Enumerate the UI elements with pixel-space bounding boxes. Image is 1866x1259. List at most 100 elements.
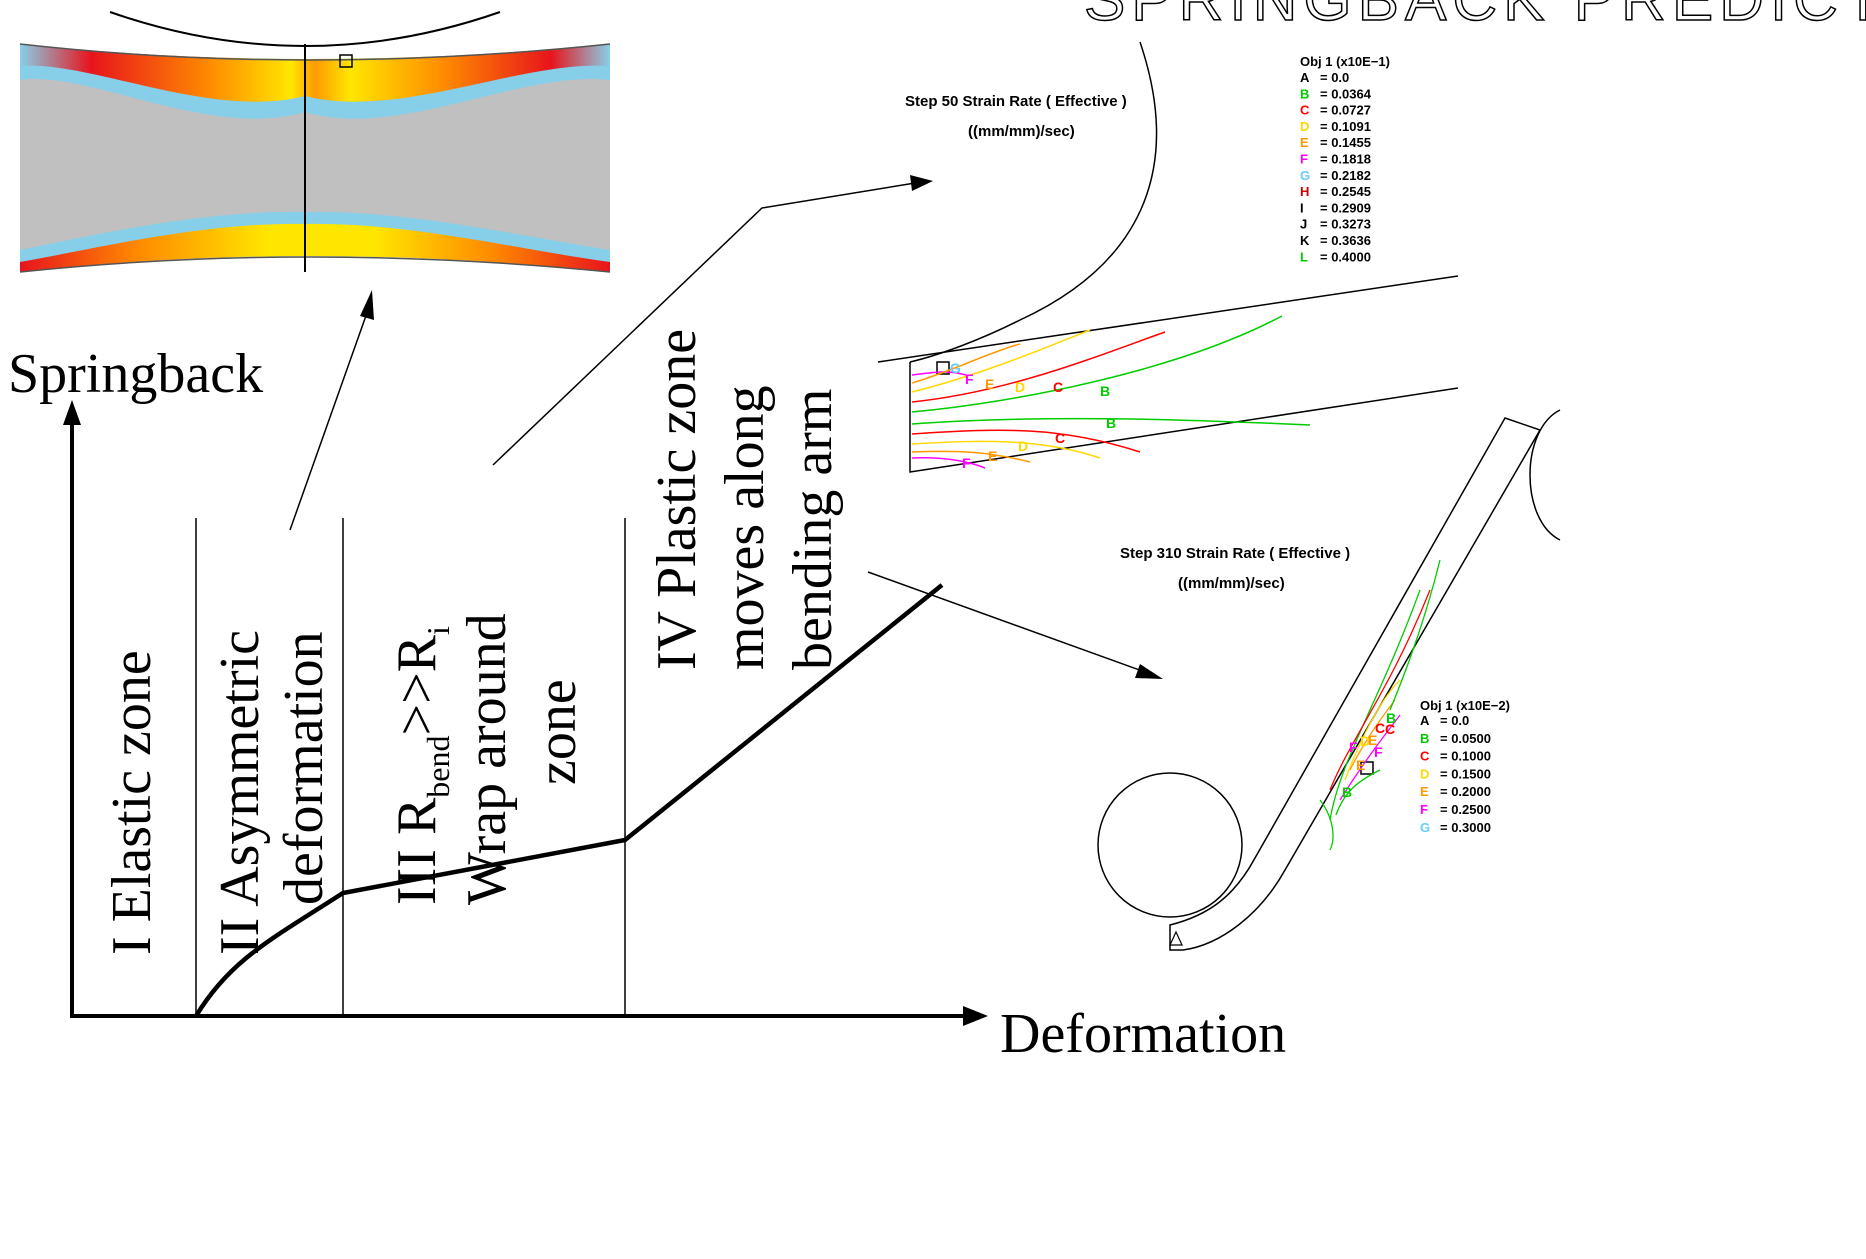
svg-text:bending arm: bending arm bbox=[782, 389, 844, 670]
contour-label: D bbox=[1360, 733, 1370, 749]
contour-line bbox=[911, 457, 986, 469]
contour-line bbox=[911, 315, 1283, 413]
contour-line bbox=[911, 417, 1311, 426]
contour-label: D bbox=[1018, 438, 1028, 454]
contour-line bbox=[1344, 679, 1401, 781]
step310-legend-value: = 0.2500 bbox=[1440, 802, 1491, 817]
zone-2-label: II Asymmetric deformation bbox=[209, 630, 335, 955]
step310-lower-roller bbox=[1097, 772, 1243, 918]
contour-label: C bbox=[1375, 720, 1385, 736]
contour-label: C bbox=[1053, 379, 1063, 395]
step50-legend-value: = 0.2545 bbox=[1320, 184, 1371, 199]
svg-text:I Elastic zone: I Elastic zone bbox=[101, 650, 163, 955]
arrow-to-heatmap bbox=[289, 309, 369, 531]
arrow-to-heatmap-head bbox=[360, 290, 374, 320]
step50-legend: Obj 1 (x10E−1) A = 0.0 B = 0.0364 C = 0.0727 D… bbox=[1300, 54, 1390, 264]
step310-legend-key: E bbox=[1420, 784, 1429, 799]
contour-line bbox=[911, 343, 1021, 384]
contour-line bbox=[1335, 769, 1381, 816]
contour-label: F bbox=[962, 455, 971, 471]
step310-legend-key: G bbox=[1420, 820, 1430, 835]
step310-legend-value: = 0.0500 bbox=[1440, 731, 1491, 746]
svg-text:Wrap around: Wrap around bbox=[456, 613, 518, 905]
step310-legend-header: Obj 1 (x10E−2) bbox=[1420, 698, 1510, 713]
y-axis-arrowhead bbox=[63, 400, 81, 425]
step50-legend-key: D bbox=[1300, 119, 1309, 134]
step50-legend-value: = 0.0727 bbox=[1320, 103, 1371, 118]
step310-title: Step 310 Strain Rate ( Effective ) bbox=[1120, 545, 1350, 562]
x-axis-arrowhead bbox=[963, 1006, 988, 1026]
step50-legend-key: A bbox=[1300, 70, 1310, 85]
arrow-to-step310-head bbox=[1135, 664, 1163, 679]
step50-legend-rows: A = 0.0 B = 0.0364 C = 0.0727 D = 0.1091 E = 0.14… bbox=[1300, 70, 1372, 264]
slide-title: SPRINGBACK PREDICTION bbox=[1083, 0, 1866, 35]
step50-units: ((mm/mm)/sec) bbox=[968, 123, 1075, 140]
step310-legend-value: = 0.2000 bbox=[1440, 784, 1491, 799]
step50-legend-key: C bbox=[1300, 103, 1310, 118]
step50-legend-key: L bbox=[1300, 249, 1308, 264]
step50-legend-value: = 0.3636 bbox=[1320, 233, 1371, 248]
contour-label: F bbox=[1374, 744, 1383, 760]
zone-3-label: III Rbend>>Ri Wrap around zone bbox=[386, 613, 588, 905]
arrow-to-step50-head bbox=[910, 175, 933, 191]
y-axis-label: Springback bbox=[8, 343, 263, 405]
contour-line bbox=[1349, 699, 1396, 771]
zone-1-label: I Elastic zone bbox=[101, 650, 163, 955]
heatmap-roller-arc bbox=[109, 11, 501, 47]
contour-line bbox=[911, 371, 967, 376]
step50-legend-value: = 0.1455 bbox=[1320, 135, 1371, 150]
springback-graph: Springback Deformation I Elastic zone II… bbox=[8, 329, 1286, 1065]
step310-support-triangle bbox=[1169, 930, 1183, 946]
svg-text:III Rbend>>Ri: III Rbend>>Ri bbox=[386, 626, 456, 905]
step50-roller-arc bbox=[909, 41, 1158, 363]
contour-line bbox=[911, 429, 1141, 453]
step50-title: Step 50 Strain Rate ( Effective ) bbox=[905, 93, 1127, 110]
step50-legend-key: K bbox=[1300, 233, 1310, 248]
step50-sheet-top-extra bbox=[877, 275, 1459, 363]
step50-legend-key: H bbox=[1300, 184, 1309, 199]
contour-line bbox=[1319, 799, 1334, 851]
heatmap-panel bbox=[19, 11, 611, 273]
heatmap-bottom-edge bbox=[19, 256, 611, 273]
arrow-to-step310 bbox=[867, 571, 1146, 673]
slide-title-text: SPRINGBACK PREDICTION bbox=[1084, 0, 1866, 34]
contour-label: F bbox=[1349, 739, 1358, 755]
contour-line bbox=[911, 331, 1166, 403]
step310-legend-key: F bbox=[1420, 802, 1428, 817]
step310-legend-key: B bbox=[1420, 731, 1429, 746]
step310-legend-value: = 0.0 bbox=[1440, 713, 1469, 728]
contour-line bbox=[911, 440, 1101, 459]
step50-legend-value: = 0.2909 bbox=[1320, 200, 1371, 215]
step310-legend-value: = 0.1500 bbox=[1440, 766, 1491, 781]
step50-legend-value: = 0.1091 bbox=[1320, 119, 1371, 134]
x-axis-label: Deformation bbox=[1000, 1003, 1286, 1065]
step310-units: ((mm/mm)/sec) bbox=[1178, 575, 1285, 592]
contour-label: C bbox=[1385, 721, 1395, 737]
contour-label: B bbox=[1106, 415, 1116, 431]
contour-line bbox=[1339, 714, 1401, 801]
step50-legend-value: = 0.4000 bbox=[1320, 249, 1371, 264]
contour-label: B bbox=[1386, 710, 1396, 726]
step50-legend-key: F bbox=[1300, 152, 1308, 167]
contour-label: B bbox=[1342, 784, 1352, 800]
svg-text:II Asymmetric: II Asymmetric bbox=[209, 630, 271, 955]
heatmap-top-band bbox=[20, 44, 610, 102]
svg-text:IV Plastic zone: IV Plastic zone bbox=[646, 329, 708, 670]
heatmap-marker bbox=[339, 54, 353, 68]
step310-upper-roller-arc bbox=[1529, 409, 1561, 541]
contour-line bbox=[911, 329, 1091, 393]
contour-label: E bbox=[988, 448, 997, 464]
heatmap-bottom-band bbox=[20, 223, 610, 272]
step50-marker bbox=[936, 361, 950, 375]
step50-legend-key: G bbox=[1300, 168, 1310, 183]
contour-label: E bbox=[985, 376, 994, 392]
contour-label: B bbox=[1100, 383, 1110, 399]
step50-legend-header: Obj 1 (x10E−1) bbox=[1300, 54, 1390, 69]
step50-legend-value: = 0.2182 bbox=[1320, 168, 1371, 183]
step310-legend-rows: A = 0.0 B = 0.0500 C = 0.1000 D = 0.1500 E = 0.20… bbox=[1420, 713, 1491, 835]
svg-text:moves along: moves along bbox=[714, 385, 776, 670]
step310-legend-key: A bbox=[1420, 713, 1430, 728]
contour-label: E bbox=[1356, 757, 1365, 773]
step310-legend-key: C bbox=[1420, 749, 1430, 764]
